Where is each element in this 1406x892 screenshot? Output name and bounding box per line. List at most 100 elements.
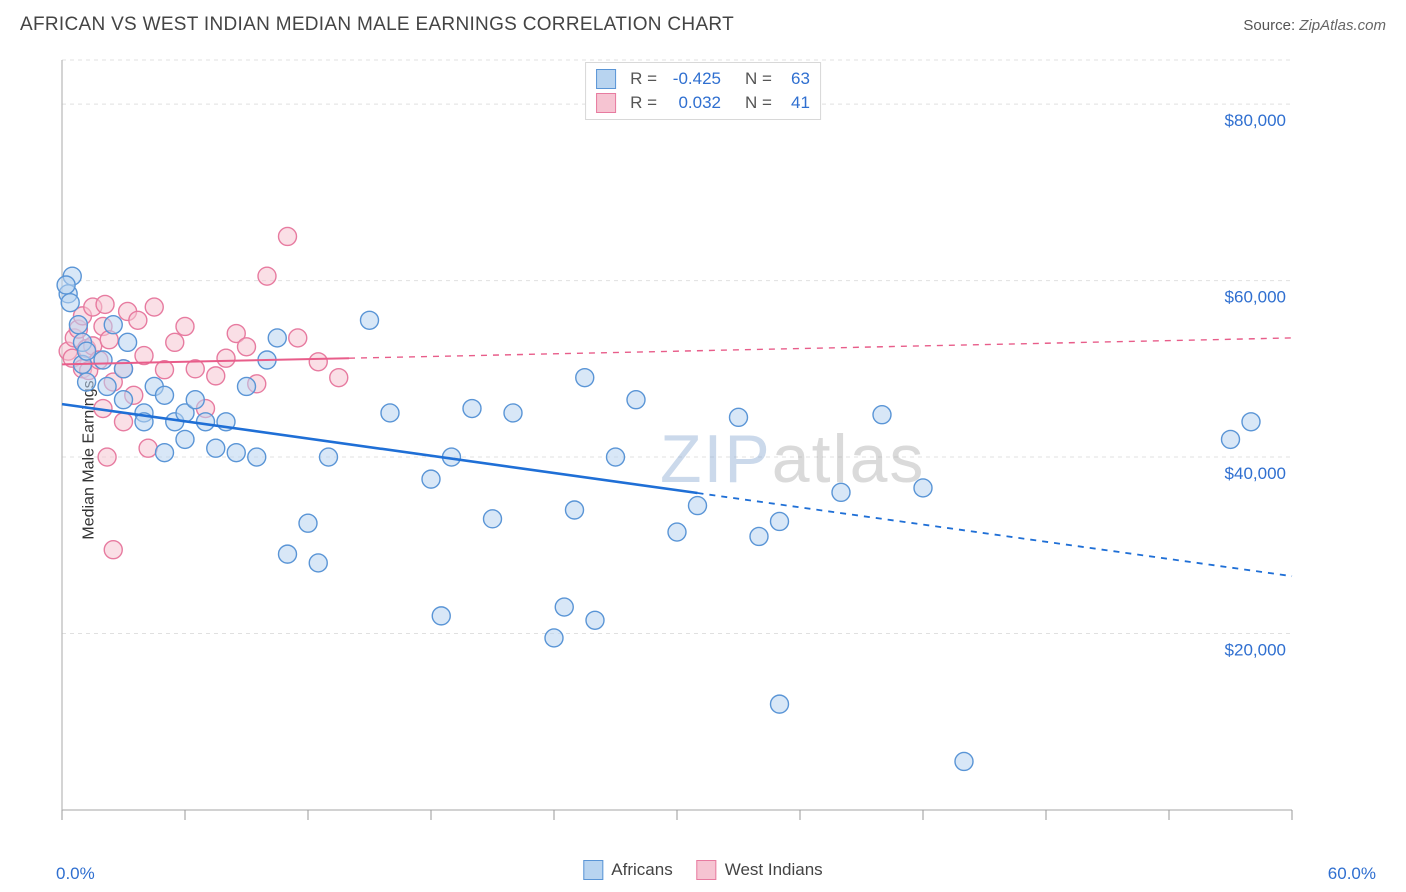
africans-point [832, 483, 850, 501]
west_indians-point [166, 333, 184, 351]
africans-point [576, 369, 594, 387]
n-label: N = [745, 93, 772, 113]
africans-point [627, 391, 645, 409]
africans-point [197, 413, 215, 431]
y-tick-label: $40,000 [1225, 464, 1286, 483]
west_indians-point [129, 311, 147, 329]
y-tick-label: $80,000 [1225, 111, 1286, 130]
n-value-west_indians: 41 [782, 93, 810, 113]
africans-point [57, 276, 75, 294]
correlation-legend: R = -0.425 N = 63R = 0.032 N = 41 [585, 62, 821, 120]
africans-point [94, 351, 112, 369]
africans-point [98, 377, 116, 395]
africans-point [176, 430, 194, 448]
chart-area: Median Male Earnings $20,000$40,000$60,0… [0, 40, 1406, 880]
west_indians-point [217, 349, 235, 367]
west_indians-point [289, 329, 307, 347]
africans-point [422, 470, 440, 488]
africans-point [730, 408, 748, 426]
africans-point [320, 448, 338, 466]
africans-point [279, 545, 297, 563]
bottom-label-west_indians: West Indians [725, 860, 823, 880]
africans-point [361, 311, 379, 329]
africans-point [545, 629, 563, 647]
west_indians-point [115, 413, 133, 431]
bottom-label-africans: Africans [611, 860, 672, 880]
africans-point [607, 448, 625, 466]
africans-point [484, 510, 502, 528]
west_indians-point [145, 298, 163, 316]
source-prefix: Source: [1243, 17, 1295, 34]
series-legend: Africans West Indians [583, 860, 822, 880]
bottom-legend-item-africans: Africans [583, 860, 672, 880]
west_indians-trend-dashed [349, 338, 1292, 358]
west_indians-point [238, 338, 256, 356]
west_indians-point [207, 367, 225, 385]
africans-point [586, 611, 604, 629]
legend-row-africans: R = -0.425 N = 63 [596, 67, 810, 91]
legend-row-west_indians: R =0.032N =41 [596, 91, 810, 115]
west_indians-point [309, 353, 327, 371]
africans-point [69, 316, 87, 334]
africans-point [771, 512, 789, 530]
africans-point [914, 479, 932, 497]
y-tick-label: $20,000 [1225, 641, 1286, 660]
africans-point [555, 598, 573, 616]
west_indians-point [96, 295, 114, 313]
r-value-africans: -0.425 [667, 69, 721, 89]
africans-point [566, 501, 584, 519]
bottom-legend-item-west_indians: West Indians [697, 860, 823, 880]
africans-point [873, 406, 891, 424]
africans-point [156, 444, 174, 462]
africans-trend-dashed [698, 493, 1293, 576]
x-axis-min-label: 0.0% [56, 864, 95, 884]
west_indians-point [330, 369, 348, 387]
africans-point [156, 386, 174, 404]
africans-point [61, 294, 79, 312]
africans-point [227, 444, 245, 462]
africans-point [309, 554, 327, 572]
africans-point [381, 404, 399, 422]
west_indians-point [139, 439, 157, 457]
africans-point [119, 333, 137, 351]
r-label: R = [630, 69, 657, 89]
africans-point [104, 316, 122, 334]
africans-point [750, 527, 768, 545]
africans-point [1242, 413, 1260, 431]
bottom-swatch-africans [583, 860, 603, 880]
west_indians-point [176, 317, 194, 335]
africans-point [268, 329, 286, 347]
africans-point [207, 439, 225, 457]
x-axis-max-label: 60.0% [1328, 864, 1376, 884]
africans-point [771, 695, 789, 713]
source-name: ZipAtlas.com [1299, 17, 1386, 34]
y-tick-label: $60,000 [1225, 288, 1286, 307]
africans-point [78, 373, 96, 391]
africans-point [248, 448, 266, 466]
africans-point [186, 391, 204, 409]
africans-point [432, 607, 450, 625]
africans-point [689, 497, 707, 515]
west_indians-point [98, 448, 116, 466]
legend-swatch-africans [596, 69, 616, 89]
r-value-west_indians: 0.032 [667, 93, 721, 113]
west_indians-point [104, 541, 122, 559]
africans-point [1222, 430, 1240, 448]
source-credit: Source: ZipAtlas.com [1243, 17, 1386, 34]
chart-title: AFRICAN VS WEST INDIAN MEDIAN MALE EARNI… [20, 14, 734, 36]
africans-point [668, 523, 686, 541]
africans-point [115, 391, 133, 409]
bottom-swatch-west_indians [697, 860, 717, 880]
africans-point [299, 514, 317, 532]
legend-swatch-west_indians [596, 93, 616, 113]
africans-point [78, 342, 96, 360]
header-bar: AFRICAN VS WEST INDIAN MEDIAN MALE EARNI… [0, 0, 1406, 40]
west_indians-point [258, 267, 276, 285]
africans-point [955, 752, 973, 770]
west_indians-point [279, 227, 297, 245]
n-value-africans: 63 [782, 69, 810, 89]
n-label: N = [745, 69, 772, 89]
west_indians-point [156, 361, 174, 379]
africans-point [238, 377, 256, 395]
africans-point [463, 400, 481, 418]
